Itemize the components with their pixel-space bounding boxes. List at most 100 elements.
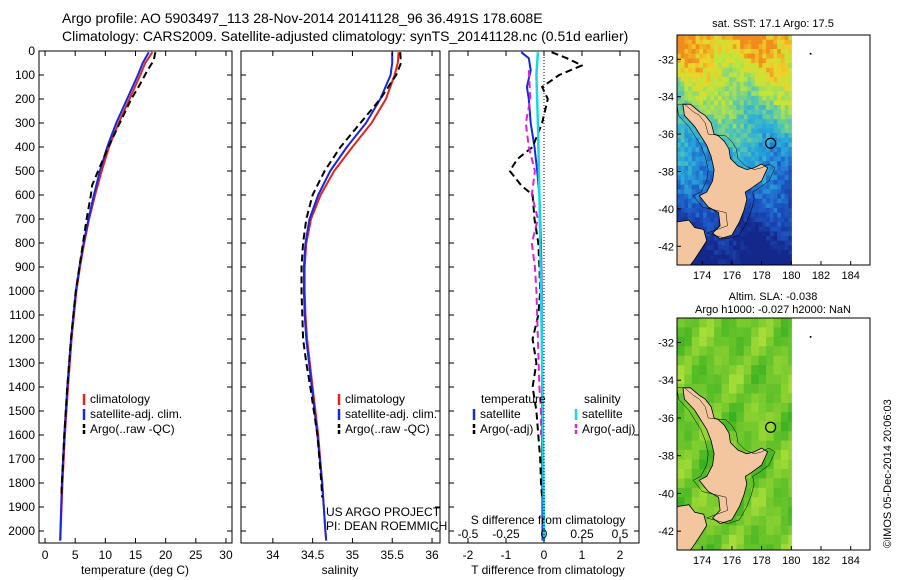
sst-map-cell (784, 184, 789, 190)
sst-map-cell (699, 156, 704, 162)
sst-map-cell (743, 208, 749, 214)
sst-map-cell (777, 226, 782, 232)
sst-map-cell (677, 58, 682, 64)
sla-map-cell (788, 497, 792, 508)
sst-map-cell (762, 151, 767, 158)
sst-map-cell (766, 91, 771, 97)
sst-map-cell (766, 231, 771, 237)
sst-map-cell (729, 137, 734, 144)
sst-map-cell (732, 91, 737, 97)
sla-map-cell (751, 365, 760, 376)
sla-map-cell (766, 384, 775, 394)
salinity-xtick-label: 35 (346, 548, 360, 562)
sst-map-cell (777, 58, 782, 64)
sst-map-cell (784, 254, 789, 260)
sst-map-cell (751, 35, 756, 41)
sst-map-cell (740, 142, 745, 148)
sst-map-cell (721, 35, 726, 41)
sst-map-cell (714, 86, 719, 92)
sst-map-cell (740, 63, 745, 69)
sst-map-cell (717, 39, 723, 45)
sst-map-cell (703, 58, 708, 64)
sla-map-cell (788, 374, 792, 385)
sst-map-cell (773, 208, 778, 214)
sst-map-cell (688, 142, 693, 148)
sla-map-cell (729, 393, 737, 404)
sst-map-cell (714, 109, 719, 116)
sst-map-cell (677, 86, 682, 92)
sst-map-cell (769, 212, 775, 218)
sla-map-cell (788, 431, 792, 442)
sst-map-cell (740, 109, 745, 116)
sst-map-cell (699, 39, 704, 45)
sst-map-cell (751, 212, 756, 218)
sst-map-cell (725, 142, 730, 148)
temperature-ytick-label: 400 (15, 140, 35, 154)
sst-map-cell (729, 91, 734, 97)
sla-map-cell (773, 497, 782, 508)
sst-map-cell (769, 133, 775, 139)
sst-map-cell (758, 231, 763, 237)
sst-map-cell (729, 142, 734, 148)
sst-map-cell (691, 35, 697, 41)
figure-title-line2: Climatology: CARS2009. Satellite-adjuste… (62, 28, 628, 44)
sst-map-cell (691, 137, 697, 144)
sst-map-cell (729, 100, 734, 106)
sst-map-cell (729, 254, 734, 260)
sst-map-cell (777, 81, 782, 87)
sst-map-cell (703, 165, 708, 172)
sst-map-cell (703, 49, 708, 55)
sst-map-cell (773, 86, 778, 92)
sst-map-cell (688, 100, 693, 106)
sst-map-cell (788, 109, 792, 116)
sst-map-cell (699, 254, 704, 260)
sst-map-cell (684, 161, 689, 167)
sst-map-cell (769, 259, 775, 265)
sst-map-cell (703, 189, 708, 195)
sst-map-cell (732, 72, 737, 78)
temperature-xtick-label: 10 (99, 548, 113, 562)
sla-map-cell (677, 421, 685, 432)
sst-map-cell (751, 44, 756, 50)
sst-map-cell (740, 77, 745, 83)
salinity-series-argo (300, 52, 402, 498)
sst-map-cell (677, 49, 682, 55)
sst-map-cell (721, 245, 726, 251)
sst-map-cell (710, 35, 715, 41)
sst-map-cell (677, 114, 682, 120)
sla-map-cell (751, 384, 760, 394)
sst-map-cell (751, 147, 756, 153)
sst-map-cell (762, 217, 767, 223)
sla-map-cell (684, 365, 693, 376)
sst-map-cell (684, 44, 689, 50)
sst-map-cell (788, 133, 792, 139)
sla-map-cell (751, 478, 760, 489)
sst-map-cell (788, 161, 792, 167)
sst-map-cell (699, 53, 704, 59)
temperature-xtick-label: 0 (42, 548, 49, 562)
sla-map-cell (773, 346, 782, 357)
sst-map-cell (784, 203, 789, 209)
sst-map-cell (717, 245, 723, 251)
sst-map-cell (766, 39, 771, 45)
sla-map-cell (729, 525, 737, 536)
sst-map-cell (773, 217, 778, 223)
sla-map-cell (780, 431, 789, 442)
sst-map-cell (747, 254, 752, 260)
sst-map-cell (769, 123, 775, 130)
sst-map-cell (780, 222, 786, 228)
sst-map-cell (780, 133, 786, 139)
sst-map-cell (751, 226, 756, 232)
sst-map-cell (784, 156, 789, 162)
sst-map-cell (684, 72, 689, 78)
sst-map-cell (777, 231, 782, 237)
sla-map-cell (780, 525, 789, 536)
sst-map-cell (754, 35, 760, 41)
temperature-ytick-label: 200 (15, 92, 35, 106)
sla-map-cell (773, 544, 782, 550)
sst-map-cell (743, 114, 749, 120)
sst-map-cell (680, 81, 685, 87)
sst-map-cell (773, 63, 778, 69)
sst-map-cell (743, 151, 749, 158)
sst-map-cell (680, 179, 685, 186)
